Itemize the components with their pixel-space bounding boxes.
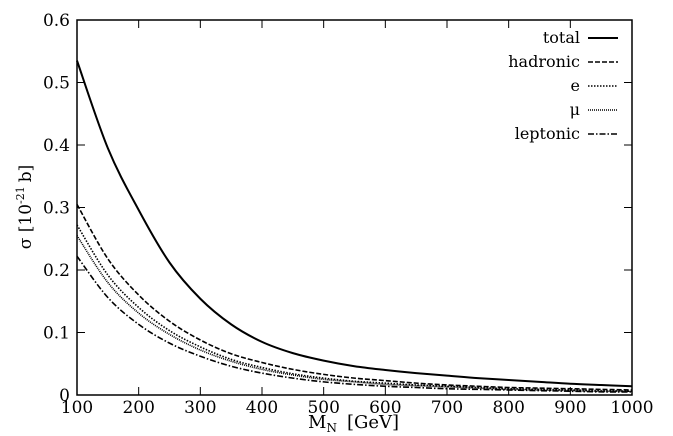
x-tick-label: 300 — [184, 398, 216, 418]
legend-label-μ: μ — [570, 100, 580, 119]
series-line-hadronic — [76, 203, 633, 391]
y-tick-label: 0.6 — [43, 11, 70, 31]
y-tick-label: 0.4 — [43, 136, 70, 156]
legend: total hadronic eμ leptonic — [508, 28, 618, 143]
y-tick-label: 0.5 — [43, 74, 70, 94]
x-tick-label: 200 — [122, 398, 154, 418]
x-axis-title-unit: [GeV] — [347, 412, 399, 433]
legend-label-leptonic: leptonic — [515, 124, 580, 143]
y-tick-label: 0.2 — [43, 261, 70, 281]
legend-label-hadronic: hadronic — [508, 52, 580, 71]
x-tick-label: 700 — [431, 398, 463, 418]
y-axis-title: σ [10-21 b] — [14, 165, 36, 250]
legend-label-total: total — [543, 28, 580, 47]
y-axis-title-unit: b] — [16, 165, 36, 183]
x-tick-label: 400 — [246, 398, 278, 418]
x-tick-label: 800 — [492, 398, 524, 418]
series-line-μ — [76, 235, 633, 393]
y-axis-ticks: 0 0.1 0.2 0.3 0.4 0.5 0.6 — [43, 11, 632, 406]
x-axis-title-main: M — [308, 412, 326, 433]
x-axis-ticks: 100 200 300 400 500 600 700 800 900 1000 — [61, 20, 654, 418]
series-line-e — [76, 224, 633, 393]
x-tick-label: 1000 — [610, 398, 653, 418]
y-tick-label: 0.3 — [43, 199, 70, 219]
y-axis-title-main: σ [10 — [16, 204, 36, 249]
series-lines — [76, 60, 633, 393]
x-tick-label: 900 — [554, 398, 586, 418]
legend-label-e: e — [571, 76, 580, 95]
series-line-total — [76, 60, 633, 388]
y-axis-title-superscript: -21 — [14, 186, 27, 204]
x-tick-label: 100 — [61, 398, 93, 418]
y-tick-label: 0.1 — [43, 324, 70, 344]
x-axis-title-subscript: N — [326, 421, 337, 435]
x-tick-label: 600 — [369, 398, 401, 418]
y-tick-label: 0 — [59, 386, 70, 406]
x-axis-title: MN [GeV] — [308, 412, 399, 435]
x-tick-label: 500 — [307, 398, 339, 418]
series-line-leptonic — [76, 255, 633, 393]
